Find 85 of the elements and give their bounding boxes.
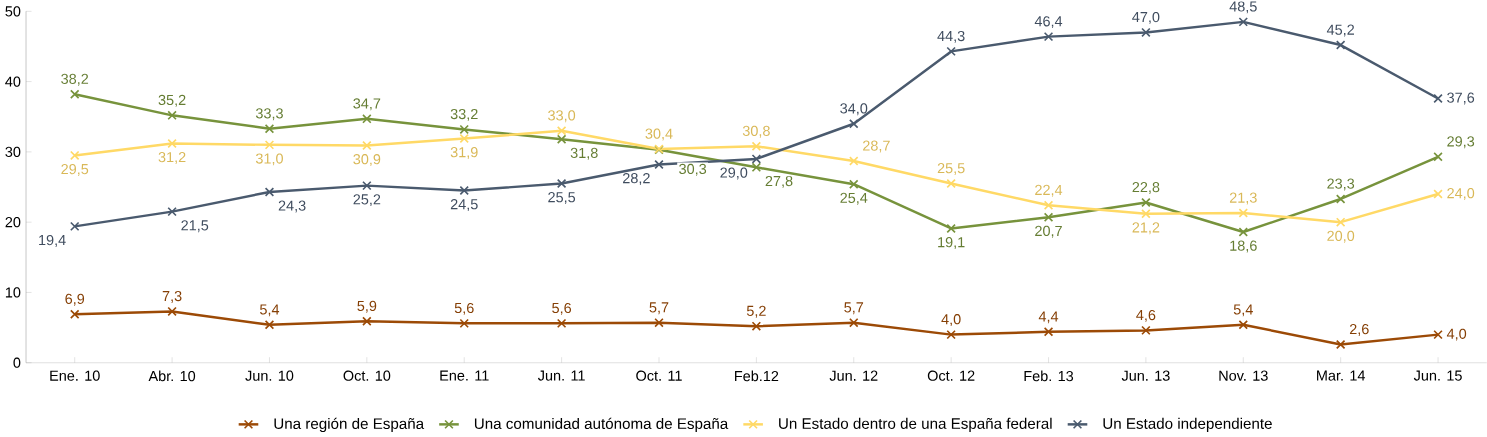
- data-label: 20,7: [1035, 226, 1062, 238]
- data-label: 21,3: [1229, 192, 1257, 205]
- x-tick-label: Feb.12: [735, 370, 779, 382]
- data-label: 4,4: [1038, 311, 1059, 324]
- data-label: 25,5: [937, 163, 965, 176]
- y-tick-label: 50: [5, 6, 21, 17]
- data-label: 33,2: [450, 109, 478, 122]
- data-label: 2,6: [1349, 324, 1369, 337]
- x-tick-label: Jun. 10: [245, 370, 294, 382]
- data-label: 5,9: [357, 300, 377, 313]
- data-label: 31,2: [158, 152, 186, 165]
- data-label: 5,6: [454, 303, 474, 316]
- data-label: 25,4: [840, 192, 868, 205]
- data-label: 44,3: [937, 31, 965, 44]
- x-tick-label: Jun. 15: [1413, 370, 1462, 381]
- data-label: 30,8: [742, 125, 770, 138]
- data-label: 21,2: [1132, 222, 1160, 235]
- data-label: 21,5: [181, 220, 209, 233]
- data-label: 22,4: [1035, 185, 1063, 197]
- data-label: 29,3: [1447, 136, 1475, 149]
- data-label: 28,7: [863, 140, 890, 153]
- data-label: 34,0: [840, 103, 868, 116]
- data-label: 18,6: [1230, 240, 1257, 253]
- data-label: 33,3: [255, 108, 283, 121]
- y-tick-label: 10: [5, 287, 21, 298]
- data-label: 33,0: [548, 110, 576, 123]
- data-label: 30,4: [645, 128, 673, 141]
- data-label: 30,9: [353, 154, 381, 167]
- x-tick-label: Jun. 12: [829, 370, 878, 382]
- data-label: 4,0: [1446, 328, 1467, 341]
- x-tick-label: Jun. 11: [537, 370, 585, 381]
- legend-label: Un Estado independiente: [1103, 418, 1272, 433]
- x-tick-label: Abr. 10: [148, 370, 196, 382]
- data-label: 24,5: [450, 199, 478, 212]
- data-label: 25,5: [548, 192, 576, 205]
- data-label: 38,2: [61, 73, 89, 86]
- data-label: 29,0: [720, 167, 748, 180]
- x-tick-label: Ene. 10: [50, 370, 100, 382]
- data-label: 19,1: [938, 237, 965, 250]
- data-label: 31,9: [450, 147, 478, 160]
- data-label: 5,7: [844, 302, 864, 315]
- data-label: 22,8: [1132, 182, 1160, 195]
- legend-label: Una comunidad autónoma de España: [474, 417, 729, 433]
- data-label: 34,7: [353, 98, 381, 111]
- data-label: 46,4: [1034, 16, 1063, 29]
- data-label: 4,6: [1136, 310, 1156, 323]
- data-label: 19,4: [39, 235, 66, 248]
- legend-label: Un Estado dentro de una España federal: [779, 418, 1052, 433]
- data-label: 24,3: [278, 200, 306, 213]
- y-tick-label: 0: [13, 357, 21, 369]
- data-label: 20,0: [1327, 230, 1355, 243]
- data-label: 5,2: [746, 305, 766, 318]
- data-label: 7,3: [162, 291, 182, 304]
- data-label: 23,3: [1327, 178, 1355, 191]
- data-label: 45,2: [1326, 24, 1354, 37]
- data-label: 31,0: [255, 153, 283, 166]
- legend-label: Una región de España: [274, 417, 425, 433]
- data-label: 48,5: [1229, 1, 1257, 14]
- y-tick-label: 30: [5, 146, 21, 158]
- data-label: 29,5: [61, 164, 89, 177]
- data-label: 5,4: [1233, 304, 1253, 317]
- data-label: 27,8: [765, 176, 793, 189]
- y-tick-label: 20: [5, 217, 21, 228]
- data-label: 35,2: [158, 95, 186, 108]
- data-label: 47,0: [1132, 12, 1160, 25]
- x-tick-label: Mar. 14: [1317, 370, 1366, 381]
- x-tick-label: Jun. 13: [1121, 370, 1170, 382]
- data-label: 31,8: [570, 148, 598, 160]
- x-tick-label: Oct. 12: [927, 370, 975, 382]
- data-label: 6,9: [65, 293, 85, 306]
- data-label: 25,2: [353, 194, 381, 207]
- data-label: 4,0: [941, 314, 961, 327]
- data-label: 5,7: [649, 302, 669, 315]
- x-tick-label: Oct. 11: [636, 370, 682, 382]
- data-label: 30,3: [679, 164, 707, 177]
- data-label: 5,6: [552, 303, 572, 316]
- y-tick-label: 40: [5, 76, 21, 87]
- x-tick-label: Nov. 13: [1219, 370, 1268, 382]
- data-label: 28,2: [623, 173, 650, 186]
- data-label: 5,4: [260, 304, 280, 317]
- x-tick-label: Feb. 13: [1024, 370, 1074, 382]
- data-label: 24,0: [1447, 188, 1475, 201]
- x-tick-label: Ene. 11: [440, 370, 489, 381]
- x-tick-label: Oct. 10: [343, 370, 391, 382]
- data-label: 37,6: [1447, 92, 1475, 105]
